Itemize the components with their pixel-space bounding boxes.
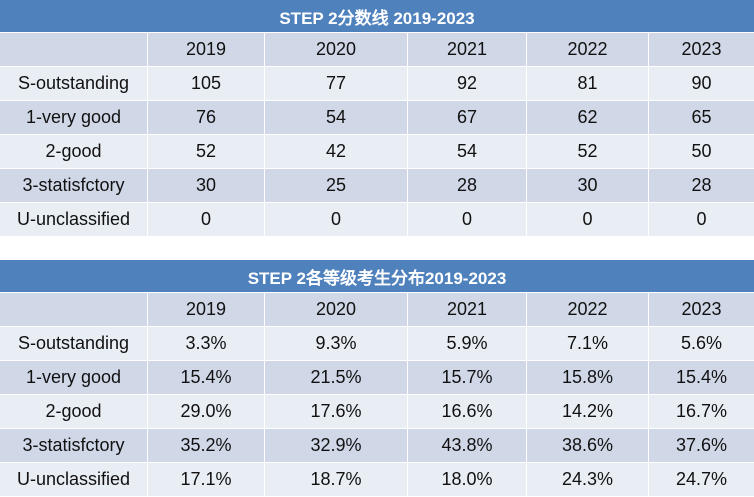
- header-cell: 2022: [527, 33, 649, 66]
- table-cell: 52: [527, 135, 649, 168]
- header-cell: 2023: [681, 299, 722, 319]
- table-cell: 16.6%: [408, 395, 527, 428]
- table-cell: 81: [527, 67, 649, 100]
- table-row: 1-very good 76 54 67 62 65: [0, 101, 754, 135]
- table-cell: 24.3%: [527, 463, 649, 496]
- table-cell: 77: [265, 67, 408, 100]
- header-cell: 2020: [265, 33, 408, 66]
- table-cell: 18.7%: [265, 463, 408, 496]
- table-cell: 0: [527, 203, 649, 236]
- table-cell: 65: [691, 107, 712, 127]
- grade-label: U-unclassified: [0, 463, 148, 496]
- table-cell: 15.4%: [148, 361, 265, 394]
- header-cell: [0, 293, 148, 326]
- table-row: 2-good 52 42 54 52 50: [0, 135, 754, 169]
- grade-label: 3-statisfctory: [0, 169, 148, 202]
- table-cell: 15.8%: [527, 361, 649, 394]
- table-cell: 52: [148, 135, 265, 168]
- table-cell: 16.7%: [675, 401, 728, 421]
- table-row: 2-good 29.0% 17.6% 16.6% 14.2% 16.7%: [0, 395, 754, 429]
- table-cell: 28: [691, 175, 712, 195]
- table-row: U-unclassified 0 0 0 0 0: [0, 203, 754, 237]
- table-row: 1-very good 15.4% 21.5% 15.7% 15.8% 15.4…: [0, 361, 754, 395]
- grade-label: S-outstanding: [0, 67, 148, 100]
- table-cell: 38.6%: [527, 429, 649, 462]
- table-title: STEP 2分数线 2019-2023: [0, 0, 754, 33]
- header-cell: 2021: [408, 293, 527, 326]
- header-cell: 2019: [148, 293, 265, 326]
- table-cell: 0: [408, 203, 527, 236]
- table-row: 3-statisfctory 30 25 28 30 28: [0, 169, 754, 203]
- grade-label: U-unclassified: [0, 203, 148, 236]
- table-row: 3-statisfctory 35.2% 32.9% 43.8% 38.6% 3…: [0, 429, 754, 463]
- table-cell: 105: [148, 67, 265, 100]
- table-cell: 18.0%: [408, 463, 527, 496]
- table-cell: 5.6%: [680, 333, 723, 353]
- table-cell: 15.7%: [408, 361, 527, 394]
- grade-label: 2-good: [0, 135, 148, 168]
- table-cell: 21.5%: [265, 361, 408, 394]
- table-cell: 37.6%: [675, 435, 728, 455]
- table-row: S-outstanding 3.3% 9.3% 5.9% 7.1% 5.6%: [0, 327, 754, 361]
- grade-label: 2-good: [0, 395, 148, 428]
- header-cell: [0, 33, 148, 66]
- table-cell: 92: [408, 67, 527, 100]
- table-separator: [0, 237, 754, 260]
- table-cell: 43.8%: [408, 429, 527, 462]
- table-cell: 15.4%: [675, 367, 728, 387]
- table-cell: 17.6%: [265, 395, 408, 428]
- table-cell: 42: [265, 135, 408, 168]
- table-cell: 7.1%: [527, 327, 649, 360]
- grade-label: 3-statisfctory: [0, 429, 148, 462]
- table-cell: 76: [148, 101, 265, 134]
- table-cell: 30: [527, 169, 649, 202]
- table-header-row: 2019 2020 2021 2022 2023: [0, 33, 754, 67]
- table-cell: 35.2%: [148, 429, 265, 462]
- header-cell: 2021: [408, 33, 527, 66]
- table-cell: 14.2%: [527, 395, 649, 428]
- table-cell: 17.1%: [148, 463, 265, 496]
- table-cell: 54: [408, 135, 527, 168]
- table-cell: 9.3%: [265, 327, 408, 360]
- table-cell: 0: [265, 203, 408, 236]
- table-cell: 24.7%: [675, 469, 728, 489]
- table-cell: 90: [691, 73, 712, 93]
- header-cell: 2020: [265, 293, 408, 326]
- table-cell: 50: [691, 141, 712, 161]
- table-cell: 0: [148, 203, 265, 236]
- grade-label: S-outstanding: [0, 327, 148, 360]
- header-cell: 2023: [681, 39, 722, 59]
- table-cell: 54: [265, 101, 408, 134]
- table-cell: 29.0%: [148, 395, 265, 428]
- table-cell: 62: [527, 101, 649, 134]
- table-cell: 30: [148, 169, 265, 202]
- table-cell: 28: [408, 169, 527, 202]
- table-cell: 3.3%: [148, 327, 265, 360]
- grade-label: 1-very good: [0, 101, 148, 134]
- header-cell: 2022: [527, 293, 649, 326]
- table-row: U-unclassified 17.1% 18.7% 18.0% 24.3% 2…: [0, 463, 754, 497]
- table-cell: 0: [696, 209, 707, 229]
- header-cell: 2019: [148, 33, 265, 66]
- table-cell: 5.9%: [408, 327, 527, 360]
- table-header-row: 2019 2020 2021 2022 2023: [0, 293, 754, 327]
- grade-label: 1-very good: [0, 361, 148, 394]
- table-title: STEP 2各等级考生分布2019-2023: [0, 260, 754, 293]
- table-cell: 32.9%: [265, 429, 408, 462]
- grade-distribution-table: STEP 2各等级考生分布2019-2023 2019 2020 2021 20…: [0, 260, 754, 497]
- table-row: S-outstanding 105 77 92 81 90: [0, 67, 754, 101]
- table-cell: 25: [265, 169, 408, 202]
- table-cell: 67: [408, 101, 527, 134]
- cutoff-score-table: STEP 2分数线 2019-2023 2019 2020 2021 2022 …: [0, 0, 754, 237]
